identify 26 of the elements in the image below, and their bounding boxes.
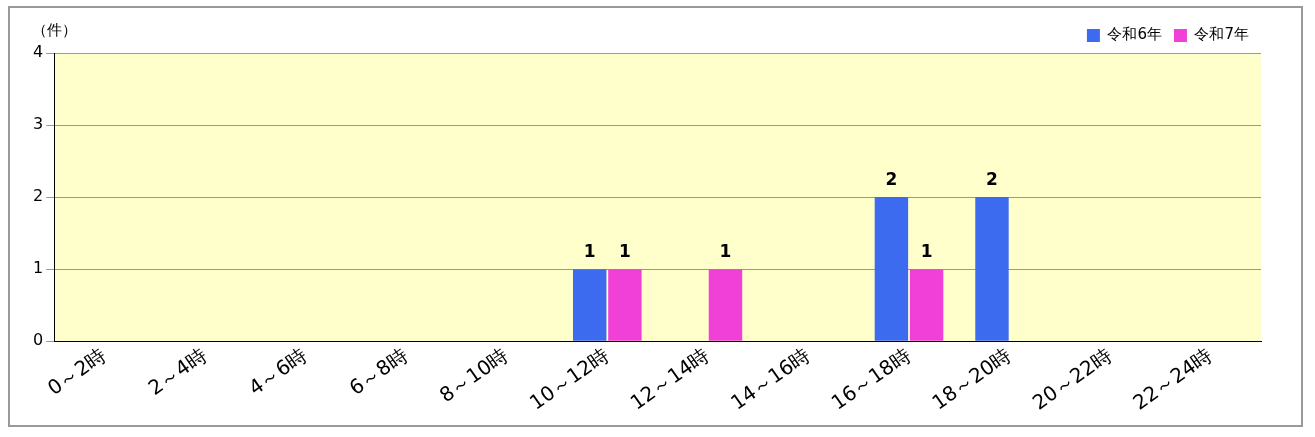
x-tick-label: 10～12時 bbox=[524, 342, 614, 415]
x-tick-label: 14～16時 bbox=[726, 342, 815, 415]
x-tick-label: 20～22時 bbox=[1027, 342, 1116, 415]
data-label: 2 bbox=[885, 169, 898, 190]
x-tick-label: 18～20時 bbox=[927, 342, 1016, 415]
y-axis-title: （件） bbox=[32, 21, 77, 40]
data-label: 1 bbox=[618, 241, 631, 262]
x-tick-label: 4～6時 bbox=[244, 342, 312, 400]
x-tick-label: 0～2時 bbox=[42, 342, 111, 400]
y-tick-label: 0 bbox=[32, 330, 44, 350]
legend-label: 令和6年 bbox=[1107, 25, 1162, 44]
data-label: 1 bbox=[583, 241, 596, 262]
y-tick-label: 4 bbox=[32, 42, 44, 62]
x-tick-label: 12～14時 bbox=[625, 342, 714, 415]
y-tick-label: 1 bbox=[32, 258, 44, 278]
y-tick-label: 3 bbox=[32, 114, 44, 134]
data-label: 2 bbox=[986, 169, 998, 190]
data-label: 1 bbox=[719, 241, 732, 262]
legend-label: 令和7年 bbox=[1194, 25, 1249, 44]
x-tick-label: 6～8時 bbox=[344, 342, 413, 400]
x-tick-label: 16～18時 bbox=[826, 342, 915, 415]
y-tick-label: 2 bbox=[32, 186, 44, 206]
x-tick-label: 22～24時 bbox=[1128, 342, 1217, 415]
data-label: 1 bbox=[920, 241, 933, 262]
x-tick-label: 8～10時 bbox=[434, 342, 513, 408]
x-tick-label: 2～4時 bbox=[143, 342, 211, 400]
